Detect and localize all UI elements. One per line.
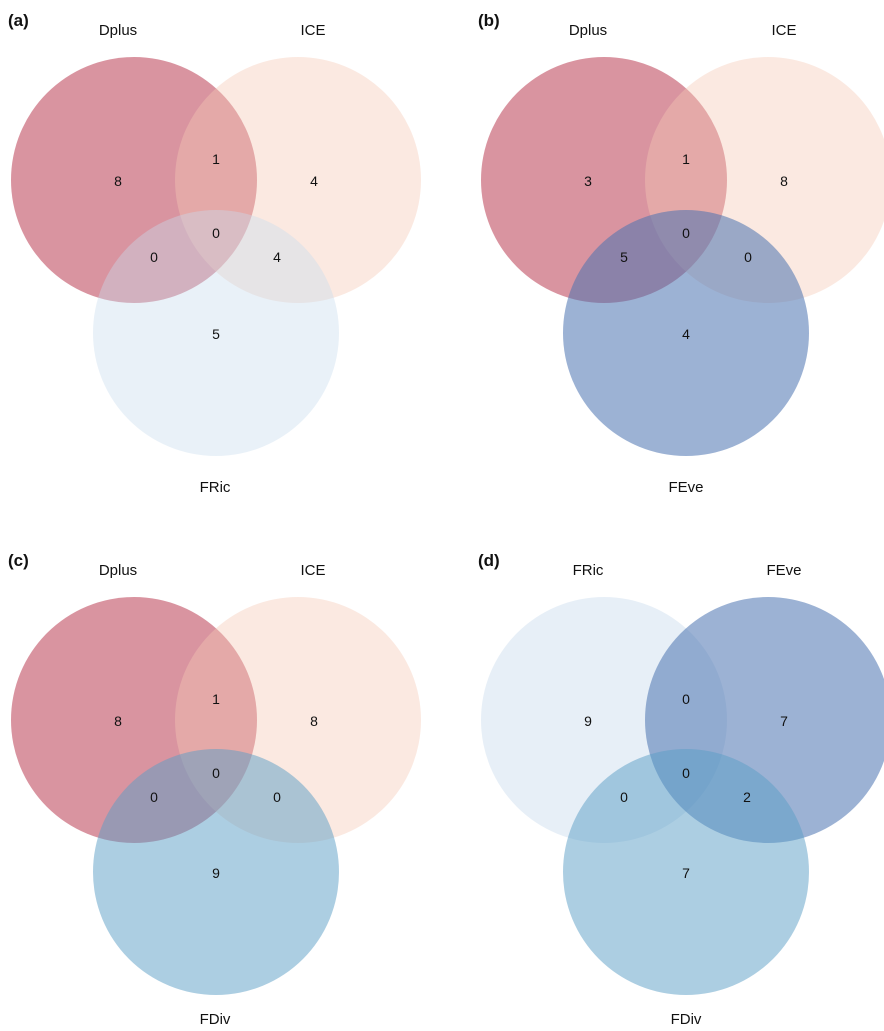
count-only-2: 8 — [310, 713, 318, 729]
venn-circle-3 — [93, 749, 339, 995]
count-intersection-23: 2 — [743, 789, 751, 805]
count-intersection-13: 0 — [620, 789, 628, 805]
count-only-3: 7 — [682, 865, 690, 881]
set-label-3: FDiv — [671, 1011, 702, 1028]
panel-label: (a) — [8, 11, 29, 30]
panel-label: (c) — [8, 551, 29, 570]
count-only-3: 4 — [682, 326, 690, 342]
count-intersection-12: 1 — [212, 151, 220, 167]
set-label-1: FRic — [573, 562, 604, 579]
count-intersection-123: 0 — [212, 765, 220, 781]
set-label-2: ICE — [771, 22, 796, 39]
count-only-1: 9 — [584, 713, 592, 729]
venn-panel-a: (a) Dplus ICE FRic 8 4 5 1 0 4 0 — [8, 11, 421, 496]
count-intersection-12: 1 — [212, 691, 220, 707]
count-intersection-23: 0 — [273, 789, 281, 805]
set-label-2: ICE — [300, 562, 325, 579]
count-intersection-12: 0 — [682, 691, 690, 707]
count-intersection-13: 0 — [150, 249, 158, 265]
count-intersection-123: 0 — [682, 765, 690, 781]
set-label-1: Dplus — [569, 22, 607, 39]
venn-circle-1 — [11, 57, 257, 303]
count-intersection-23: 0 — [744, 249, 752, 265]
venn-panel-c: (c) Dplus ICE FDiv 8 8 9 1 0 0 0 — [8, 551, 421, 1028]
count-intersection-123: 0 — [212, 225, 220, 241]
count-intersection-13: 5 — [620, 249, 628, 265]
set-label-3: FDiv — [200, 1011, 231, 1028]
count-intersection-12: 1 — [682, 151, 690, 167]
venn-circle-3 — [563, 749, 809, 995]
count-only-1: 8 — [114, 713, 122, 729]
count-only-1: 8 — [114, 173, 122, 189]
count-only-3: 9 — [212, 865, 220, 881]
set-label-3: FEve — [668, 479, 703, 496]
panel-label: (d) — [478, 551, 500, 570]
count-intersection-13: 0 — [150, 789, 158, 805]
panel-label: (b) — [478, 11, 500, 30]
set-label-1: Dplus — [99, 562, 137, 579]
set-label-3: FRic — [200, 479, 231, 496]
count-only-1: 3 — [584, 173, 592, 189]
venn-circle-2 — [175, 57, 421, 303]
set-label-1: Dplus — [99, 22, 137, 39]
venn-circle-3 — [563, 210, 809, 456]
set-label-2: FEve — [766, 562, 801, 579]
count-intersection-123: 0 — [682, 225, 690, 241]
venn-panel-d: (d) FRic FEve FDiv 9 7 7 0 0 2 0 — [478, 551, 884, 1028]
set-label-2: ICE — [300, 22, 325, 39]
count-only-2: 4 — [310, 173, 318, 189]
venn-circle-3 — [93, 210, 339, 456]
venn-panel-b: (b) Dplus ICE FEve 3 8 4 1 5 0 0 — [478, 11, 884, 496]
count-intersection-23: 4 — [273, 249, 281, 265]
count-only-2: 8 — [780, 173, 788, 189]
count-only-2: 7 — [780, 713, 788, 729]
count-only-3: 5 — [212, 326, 220, 342]
